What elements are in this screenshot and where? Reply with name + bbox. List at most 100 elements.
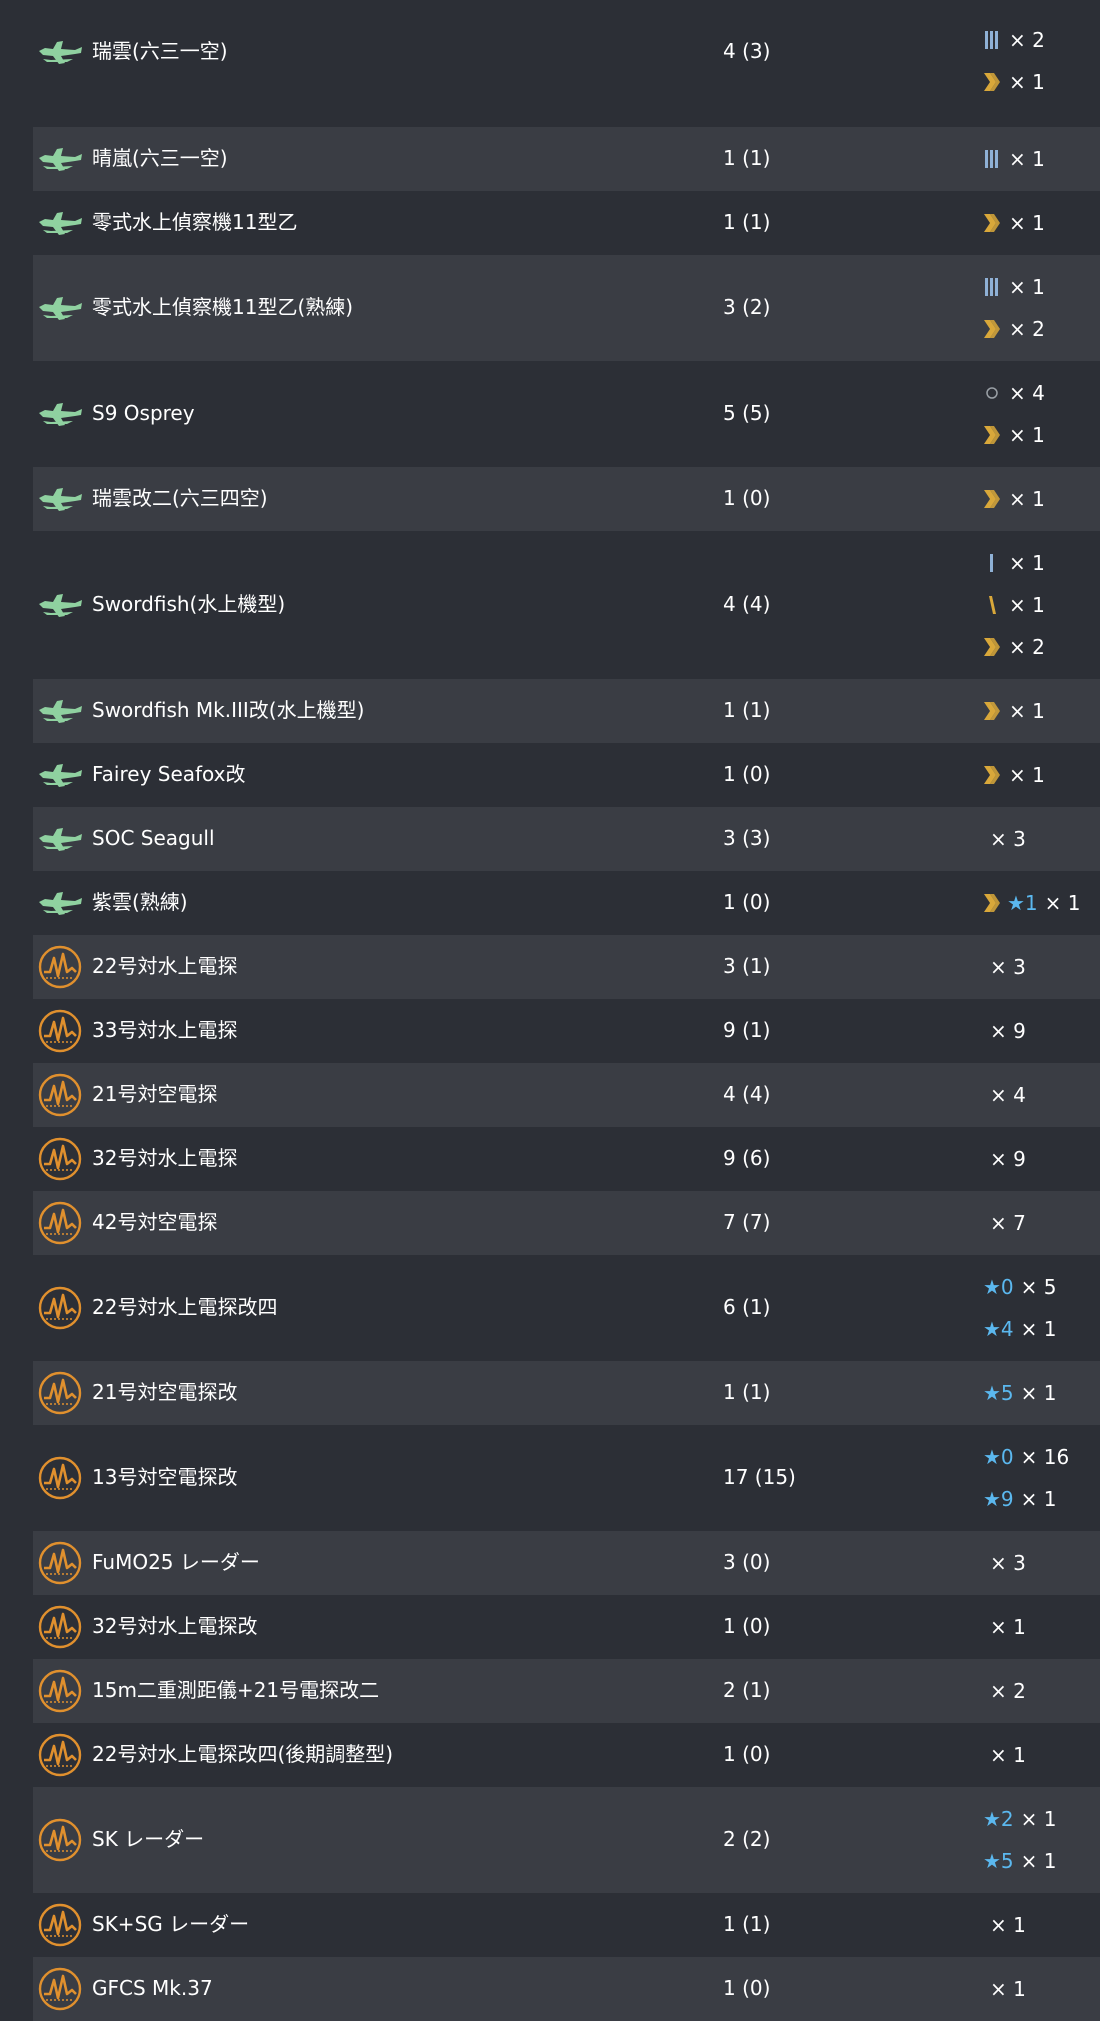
detail-line: ★1 × 1 bbox=[983, 891, 1081, 915]
equipment-name: 瑞雲(六三一空) bbox=[92, 39, 228, 63]
multiplier: × 16 bbox=[1020, 1445, 1070, 1469]
multiplier: × 1 bbox=[990, 1913, 1026, 1937]
equipment-count: 3 (3) bbox=[723, 826, 771, 850]
equipment-row: GFCS Mk.37 1 (0) × 1 bbox=[33, 1957, 1100, 2021]
equipment-name: 13号対空電探改 bbox=[92, 1465, 238, 1489]
detail-line: × 1 bbox=[983, 551, 1045, 575]
multiplier: × 1 bbox=[1020, 1849, 1057, 1873]
equipment-name: FuMO25 レーダー bbox=[92, 1550, 260, 1574]
equipment-row: 瑞雲(六三一空) 4 (3) × 2 × 1 bbox=[33, 0, 1100, 127]
equipment-name: SK+SG レーダー bbox=[92, 1912, 250, 1936]
equipment-name: 晴嵐(六三一空) bbox=[92, 146, 228, 170]
detail-line: × 1 bbox=[983, 423, 1045, 447]
radar-icon bbox=[37, 1136, 83, 1182]
equipment-row: 13号対空電探改 17 (15) ★0 × 16 ★9 × 1 bbox=[33, 1425, 1100, 1531]
equipment-row: SK+SG レーダー 1 (1) × 1 bbox=[33, 1893, 1100, 1957]
multiplier: × 1 bbox=[1009, 487, 1045, 511]
improvement-level: ★0 bbox=[983, 1275, 1014, 1299]
equipment-row: 22号対水上電探改四(後期調整型) 1 (0) × 1 bbox=[33, 1723, 1100, 1787]
equipment-name: 紫雲(熟練) bbox=[92, 890, 188, 914]
equipment-row: Fairey Seafox改 1 (0) × 1 bbox=[33, 743, 1100, 807]
equipment-row: S9 Osprey 5 (5) × 4 × 1 bbox=[33, 361, 1100, 467]
equipment-row: 晴嵐(六三一空) 1 (1) × 1 bbox=[33, 127, 1100, 191]
equipment-count: 1 (1) bbox=[723, 1380, 771, 1404]
equipment-row: 瑞雲改二(六三四空) 1 (0) × 1 bbox=[33, 467, 1100, 531]
multiplier: × 1 bbox=[1020, 1381, 1057, 1405]
detail-line: × 1 bbox=[988, 1615, 1026, 1639]
seaplane-icon bbox=[37, 285, 83, 331]
radar-icon bbox=[37, 1668, 83, 1714]
radar-icon bbox=[37, 1817, 83, 1863]
equipment-row: Swordfish Mk.III改(水上機型) 1 (1) × 1 bbox=[33, 679, 1100, 743]
radar-icon bbox=[37, 1966, 83, 2012]
equipment-count: 2 (2) bbox=[723, 1827, 771, 1851]
equipment-count: 3 (2) bbox=[723, 295, 771, 319]
equipment-row: Swordfish(水上機型) 4 (4) × 1 × 1 × 2 bbox=[33, 531, 1100, 679]
proficiency-7-icon bbox=[983, 700, 1001, 722]
seaplane-icon bbox=[37, 752, 83, 798]
seaplane-icon bbox=[37, 476, 83, 522]
detail-line: × 3 bbox=[988, 827, 1026, 851]
multiplier: × 2 bbox=[1009, 317, 1045, 341]
equipment-count: 1 (0) bbox=[723, 486, 771, 510]
detail-line: × 1 bbox=[983, 70, 1045, 94]
multiplier: × 2 bbox=[1009, 28, 1045, 52]
equipment-name: 21号対空電探 bbox=[92, 1082, 218, 1106]
equipment-count: 1 (0) bbox=[723, 762, 771, 786]
detail-line: × 1 bbox=[983, 763, 1045, 787]
equipment-count: 3 (1) bbox=[723, 954, 771, 978]
multiplier: × 1 bbox=[1009, 551, 1045, 575]
detail-line: × 4 bbox=[988, 1083, 1026, 1107]
improvement-level: ★4 bbox=[983, 1317, 1014, 1341]
equipment-row: 22号対水上電探改四 6 (1) ★0 × 5 ★4 × 1 bbox=[33, 1255, 1100, 1361]
seaplane-icon bbox=[37, 688, 83, 734]
equipment-row: 15m二重測距儀+21号電探改二 2 (1) × 2 bbox=[33, 1659, 1100, 1723]
equipment-name: 22号対水上電探改四 bbox=[92, 1295, 278, 1319]
equipment-count: 1 (0) bbox=[723, 1976, 771, 2000]
improvement-level: ★5 bbox=[983, 1381, 1014, 1405]
equipment-row: 21号対空電探改 1 (1) ★5 × 1 bbox=[33, 1361, 1100, 1425]
multiplier: × 1 bbox=[1044, 891, 1081, 915]
equipment-name: 42号対空電探 bbox=[92, 1210, 218, 1234]
proficiency-7-icon bbox=[983, 424, 1001, 446]
seaplane-icon bbox=[37, 582, 83, 628]
multiplier: × 3 bbox=[990, 955, 1026, 979]
equipment-name: 32号対水上電探改 bbox=[92, 1614, 258, 1638]
equipment-count: 6 (1) bbox=[723, 1295, 771, 1319]
improvement-level: ★0 bbox=[983, 1445, 1014, 1469]
detail-line: × 7 bbox=[988, 1211, 1026, 1235]
multiplier: × 1 bbox=[1020, 1317, 1057, 1341]
equipment-name: 15m二重測距儀+21号電探改二 bbox=[92, 1678, 380, 1702]
radar-icon bbox=[37, 1902, 83, 1948]
multiplier: × 1 bbox=[1020, 1807, 1057, 1831]
improvement-level: ★1 bbox=[1007, 891, 1038, 915]
multiplier: × 2 bbox=[990, 1679, 1026, 1703]
equipment-count: 1 (0) bbox=[723, 890, 771, 914]
equipment-count: 4 (4) bbox=[723, 1082, 771, 1106]
detail-line: × 1 bbox=[988, 1977, 1026, 2001]
detail-line: × 1 bbox=[983, 275, 1045, 299]
detail-line: × 9 bbox=[988, 1019, 1026, 1043]
equipment-name: SOC Seagull bbox=[92, 826, 215, 850]
equipment-name: 21号対空電探改 bbox=[92, 1380, 238, 1404]
equipment-name: 32号対水上電探 bbox=[92, 1146, 238, 1170]
proficiency-7-icon bbox=[983, 636, 1001, 658]
detail-line: × 1 bbox=[983, 699, 1045, 723]
detail-line: × 3 bbox=[988, 1551, 1026, 1575]
radar-icon bbox=[37, 1732, 83, 1778]
proficiency-4-icon bbox=[983, 29, 1001, 51]
seaplane-icon bbox=[37, 391, 83, 437]
equipment-row: 42号対空電探 7 (7) × 7 bbox=[33, 1191, 1100, 1255]
radar-icon bbox=[37, 1072, 83, 1118]
multiplier: × 1 bbox=[1009, 763, 1045, 787]
equipment-count: 2 (1) bbox=[723, 1678, 771, 1702]
proficiency-4-icon bbox=[983, 148, 1001, 170]
equipment-count: 5 (5) bbox=[723, 401, 771, 425]
multiplier: × 2 bbox=[1009, 635, 1045, 659]
seaplane-icon bbox=[37, 816, 83, 862]
equipment-row: 33号対水上電探 9 (1) × 9 bbox=[33, 999, 1100, 1063]
equipment-count: 3 (0) bbox=[723, 1550, 771, 1574]
detail-line: × 1 bbox=[988, 1913, 1026, 1937]
equipment-count: 4 (4) bbox=[723, 592, 771, 616]
proficiency-7-icon bbox=[983, 488, 1001, 510]
